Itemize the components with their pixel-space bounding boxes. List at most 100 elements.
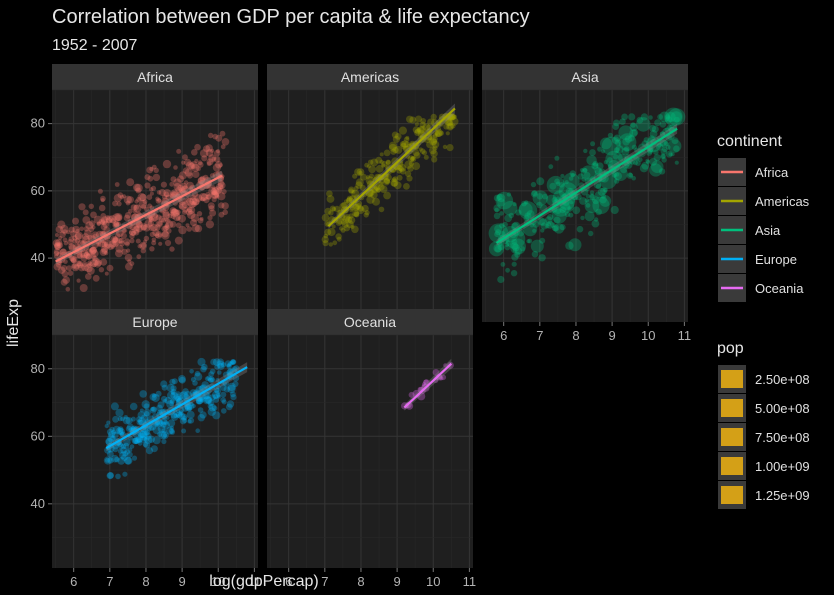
data-point xyxy=(607,132,614,138)
data-point xyxy=(85,253,93,260)
data-point xyxy=(379,185,388,194)
data-point xyxy=(545,223,550,229)
data-point xyxy=(216,384,221,390)
data-point xyxy=(160,418,168,425)
data-point xyxy=(613,134,621,142)
data-point xyxy=(366,195,375,204)
data-point xyxy=(143,408,151,417)
data-point xyxy=(224,360,232,367)
data-point xyxy=(130,204,137,211)
data-point xyxy=(396,167,403,174)
data-point xyxy=(105,215,114,223)
data-point xyxy=(119,240,125,247)
data-point xyxy=(60,278,68,286)
x-tick-label: 7 xyxy=(106,574,113,589)
data-point xyxy=(388,143,397,152)
data-point xyxy=(136,211,141,216)
data-point xyxy=(122,416,131,425)
data-point xyxy=(388,141,398,150)
data-point xyxy=(321,235,329,244)
data-point xyxy=(494,231,500,238)
data-point xyxy=(212,189,218,196)
data-point xyxy=(333,205,341,212)
data-point xyxy=(158,420,164,426)
data-point xyxy=(341,221,349,228)
data-point xyxy=(227,371,233,377)
data-point xyxy=(648,115,653,120)
data-point xyxy=(171,378,178,385)
data-point xyxy=(119,451,127,459)
data-point xyxy=(225,403,233,411)
data-point xyxy=(592,163,599,169)
data-point xyxy=(440,374,447,381)
data-point xyxy=(133,204,142,213)
data-point xyxy=(117,192,124,198)
data-point xyxy=(135,224,143,233)
data-point xyxy=(182,167,190,174)
data-point xyxy=(53,262,62,271)
data-point xyxy=(137,244,142,249)
data-point xyxy=(98,267,105,273)
data-point xyxy=(226,363,232,370)
data-point xyxy=(512,243,520,252)
data-point xyxy=(112,237,118,244)
data-point xyxy=(197,357,206,367)
data-point xyxy=(497,198,506,207)
data-point xyxy=(95,230,104,239)
data-point xyxy=(355,200,363,208)
data-point xyxy=(405,170,412,177)
data-point xyxy=(106,428,114,436)
data-point xyxy=(78,203,86,211)
data-point xyxy=(208,376,215,383)
data-point xyxy=(157,409,163,415)
data-point xyxy=(524,200,529,205)
data-point xyxy=(123,415,128,419)
data-point xyxy=(75,260,82,267)
data-point xyxy=(620,166,628,174)
data-point xyxy=(178,376,186,384)
data-point xyxy=(104,271,109,276)
data-point xyxy=(549,182,557,190)
data-point xyxy=(147,220,154,227)
data-point xyxy=(192,380,198,386)
data-point xyxy=(332,240,338,246)
data-point xyxy=(594,217,599,222)
data-point xyxy=(92,257,100,266)
data-point xyxy=(79,284,88,292)
data-point xyxy=(190,213,199,222)
data-point xyxy=(154,233,160,239)
data-point xyxy=(636,116,644,124)
data-point xyxy=(359,184,366,191)
data-point xyxy=(196,397,203,405)
data-point xyxy=(185,197,195,206)
data-point xyxy=(540,222,548,230)
facet-label-asia: Asia xyxy=(571,69,598,85)
data-point xyxy=(352,173,358,179)
data-point xyxy=(227,368,235,375)
data-point xyxy=(580,188,589,196)
data-point xyxy=(629,123,638,132)
data-point xyxy=(161,230,169,238)
data-point xyxy=(511,253,519,261)
data-point xyxy=(554,178,560,185)
data-point xyxy=(82,233,89,241)
data-point xyxy=(169,399,175,405)
data-point xyxy=(70,230,77,238)
data-point xyxy=(232,374,240,382)
y-tick-label: 40 xyxy=(31,250,45,265)
data-point xyxy=(103,456,112,465)
data-point xyxy=(132,226,140,234)
data-point xyxy=(157,198,162,203)
data-point xyxy=(511,222,519,231)
data-point xyxy=(148,218,153,223)
data-point xyxy=(111,429,117,435)
data-point xyxy=(370,158,379,167)
data-point xyxy=(142,199,148,205)
data-point xyxy=(107,243,114,250)
data-point xyxy=(157,401,165,409)
data-point xyxy=(208,187,217,196)
data-point xyxy=(592,160,599,167)
data-point xyxy=(404,160,413,169)
data-point xyxy=(150,223,158,232)
legend-continent: continent Africa Americas Asia Europe Oceania xyxy=(717,133,810,302)
